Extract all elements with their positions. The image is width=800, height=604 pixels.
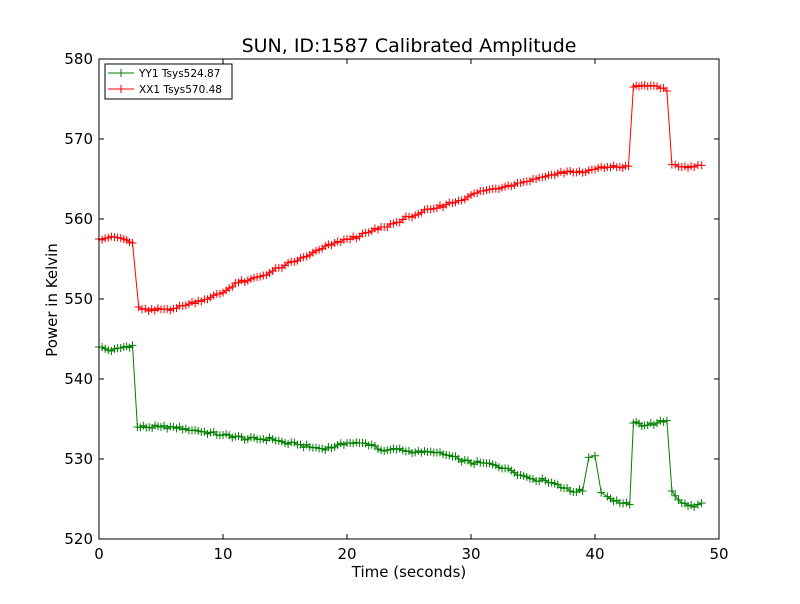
legend: YY1 Tsys524.87 XX1 Tsys570.48 (104, 63, 233, 100)
data-point-marker (659, 418, 668, 427)
x-tick-label: 0 (94, 545, 104, 563)
data-point-marker (625, 500, 634, 509)
legend-box (104, 63, 233, 100)
x-tick-label: 10 (213, 545, 232, 563)
y-tick-label: 570 (64, 130, 93, 148)
y-axis-label: Power in Kelvin (43, 243, 61, 357)
data-point-marker (667, 487, 676, 495)
data-point-marker (662, 87, 671, 95)
chart-title: SUN, ID:1587 Calibrated Amplitude (242, 35, 577, 57)
data-point-marker (622, 498, 631, 507)
data-point-marker (697, 499, 706, 507)
data-point-marker (578, 487, 587, 495)
data-point-marker (690, 163, 699, 171)
data-point-marker (597, 488, 606, 497)
x-axis-label: Time (seconds) (351, 563, 467, 581)
y-tick-label: 550 (64, 290, 93, 308)
data-point-marker (697, 161, 706, 170)
x-tick-label: 20 (337, 545, 356, 563)
data-point-marker (693, 500, 702, 509)
series-xx1 (95, 81, 706, 315)
tick-layer: 0 10 20 30 40 50 520 530 540 550 560 570 580 (64, 50, 728, 563)
series-layer (95, 81, 706, 511)
y-tick-label: 540 (64, 370, 93, 388)
y-tick-label: 560 (64, 210, 93, 228)
data-point-marker (137, 305, 146, 314)
data-point-marker (653, 82, 661, 91)
data-point-marker (662, 416, 671, 425)
data-point-marker (128, 341, 137, 350)
legend-label: XX1 Tsys570.48 (139, 84, 222, 96)
data-point-marker (584, 453, 593, 462)
x-tick-label: 40 (585, 545, 604, 563)
data-point-marker (671, 491, 680, 500)
legend-marker (117, 69, 125, 77)
x-tick-label: 30 (461, 545, 480, 563)
data-point-marker (619, 499, 628, 508)
plot-frame (98, 58, 720, 540)
legend-label: YY1 Tsys524.87 (138, 68, 220, 80)
legend-marker (117, 85, 125, 93)
x-tick-label: 50 (709, 545, 728, 563)
data-point-marker (591, 451, 599, 460)
series-yy1 (95, 341, 706, 511)
y-tick-label: 530 (64, 450, 93, 468)
data-point-marker (624, 162, 633, 171)
y-tick-label: 520 (64, 530, 93, 548)
data-point-marker (671, 160, 680, 169)
data-point-marker (128, 239, 137, 247)
y-tick-label: 580 (64, 50, 93, 68)
